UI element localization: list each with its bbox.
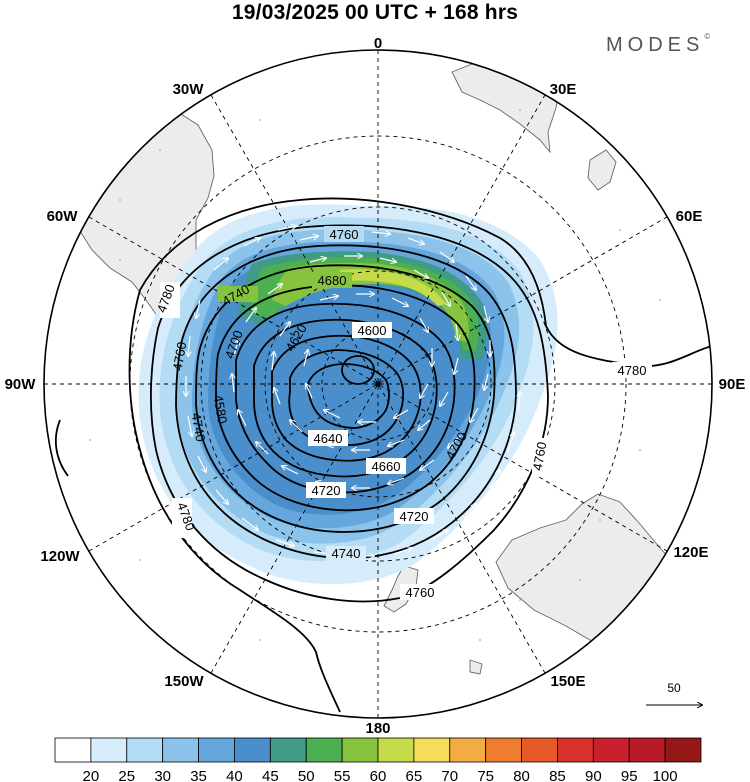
- colorbar-swatch: [485, 737, 522, 763]
- colorbar-tick-label: 100: [653, 768, 678, 782]
- reference-vector-label: 50: [667, 681, 681, 695]
- colorbar-tick-label: 55: [334, 768, 351, 782]
- reference-vector: 50: [646, 681, 702, 705]
- lon-label-90w: 90W: [5, 376, 37, 393]
- contour-label-4680: 4680: [318, 273, 347, 288]
- colorbar-tick-label: 90: [585, 768, 602, 782]
- colorbar-tick-label: 80: [513, 768, 530, 782]
- contour-4740: [175, 244, 517, 560]
- graticule: [44, 50, 712, 718]
- colorbar-swatch: [413, 737, 451, 763]
- colorbar-tick-label: 95: [621, 768, 638, 782]
- contour-label-4780-right: 4780: [618, 363, 647, 378]
- colorbar-swatch: [162, 737, 199, 763]
- tasmania: [469, 659, 483, 675]
- contour-4660: [253, 318, 438, 478]
- colorbar-swatch: [198, 737, 235, 763]
- colorbar-tick-label: 20: [83, 768, 100, 782]
- lon-label-30e: 30E: [550, 81, 577, 98]
- contour-label-4600: 4600: [358, 323, 387, 338]
- lon-label-120e: 120E: [673, 544, 708, 561]
- contour-label-4760-top: 4760: [330, 227, 359, 242]
- colorbar-swatch: [592, 737, 630, 763]
- colorbar-swatch: [305, 737, 343, 763]
- lat-circle-70: [264, 270, 492, 498]
- brand-logo: MODES©: [606, 32, 711, 57]
- brand-name: MODES: [606, 34, 705, 56]
- contour-label-4580: 4580: [211, 394, 231, 425]
- lat-circle-80: [321, 327, 435, 441]
- lon-label-0: 0: [374, 35, 382, 52]
- lon-label-90e: 90E: [719, 376, 746, 393]
- colorbar-tick-label: 25: [118, 768, 135, 782]
- lon-label-30w: 30W: [173, 81, 205, 98]
- contour-label-4720-bottom: 4720: [400, 509, 429, 524]
- colorbar-swatch: [90, 737, 128, 763]
- madagascar: [587, 149, 617, 191]
- sparse-vector-dots: [89, 109, 661, 641]
- contour-label-4660: 4660: [372, 459, 401, 474]
- contour-label-4740-bottom: 4740: [332, 546, 361, 561]
- lon-label-150e: 150E: [550, 673, 585, 690]
- colorbar: 20 25 30 35 40 45 50 55 60 65 70 75 80 85 90 95 100: [54, 737, 702, 782]
- contour-4780-left: [54, 419, 69, 477]
- colorbar-swatch: [234, 737, 271, 763]
- shade-60: [336, 269, 446, 306]
- lon-label-60e: 60E: [676, 208, 703, 225]
- colorbar-tick-label: 40: [226, 768, 243, 782]
- contour-4720: [195, 264, 496, 533]
- colorbar-swatch: [521, 737, 558, 763]
- colorbar-tick-label: 65: [406, 768, 423, 782]
- lat-circle-60: [200, 206, 556, 562]
- colorbar-swatch: [449, 737, 487, 763]
- colorbar-tick-label: 30: [154, 768, 171, 782]
- contour-4680: [235, 302, 456, 494]
- contour-label-4740-left: 4740: [189, 412, 209, 443]
- colorbar-swatch: [269, 737, 307, 763]
- colorbar-tick-label: 75: [477, 768, 494, 782]
- colorbar-tick-label: 35: [190, 768, 207, 782]
- colorbar-swatch: [377, 737, 415, 763]
- contour-label-4640: 4640: [314, 431, 343, 446]
- contour-4640: [271, 334, 422, 462]
- colorbar-swatch: [54, 737, 92, 763]
- longitude-labels: 0 30E 60E 90E 120E 150E 180 150W 120W 90…: [5, 35, 746, 737]
- map-disk-content: [44, 50, 712, 718]
- lon-label-120w: 120W: [40, 548, 80, 565]
- colorbar-swatch: [664, 737, 702, 763]
- africa: [451, 55, 561, 154]
- lon-label-150w: 150W: [164, 673, 204, 690]
- contour-label-4720-left: 4720: [312, 483, 341, 498]
- colorbar-tick-label: 60: [370, 768, 387, 782]
- map-title: 19/03/2025 00 UTC + 168 hrs: [231, 1, 519, 24]
- pole-dot: [375, 381, 381, 387]
- contour-label-4760-bottom: 4760: [406, 585, 435, 600]
- lon-label-60w: 60W: [47, 208, 79, 225]
- map-border: [43, 49, 713, 719]
- copyright-mark: ©: [704, 32, 711, 42]
- colorbar-tick-label: 85: [549, 768, 566, 782]
- colorbar-swatch: [341, 737, 379, 763]
- contour-label-4760-right: 4760: [530, 441, 550, 472]
- lat-circle-50: [129, 135, 627, 633]
- colorbar-tick-label: 50: [298, 768, 315, 782]
- colorbar-swatch: [557, 737, 594, 763]
- colorbar-swatch: [628, 737, 666, 763]
- colorbar-tick-label: 70: [441, 768, 458, 782]
- contour-label-4760-left: 4760: [170, 341, 190, 372]
- colorbar-swatch: [126, 737, 164, 763]
- lon-label-180: 180: [365, 720, 390, 737]
- colorbar-tick-label: 45: [262, 768, 279, 782]
- contour-label-layer: [160, 226, 652, 600]
